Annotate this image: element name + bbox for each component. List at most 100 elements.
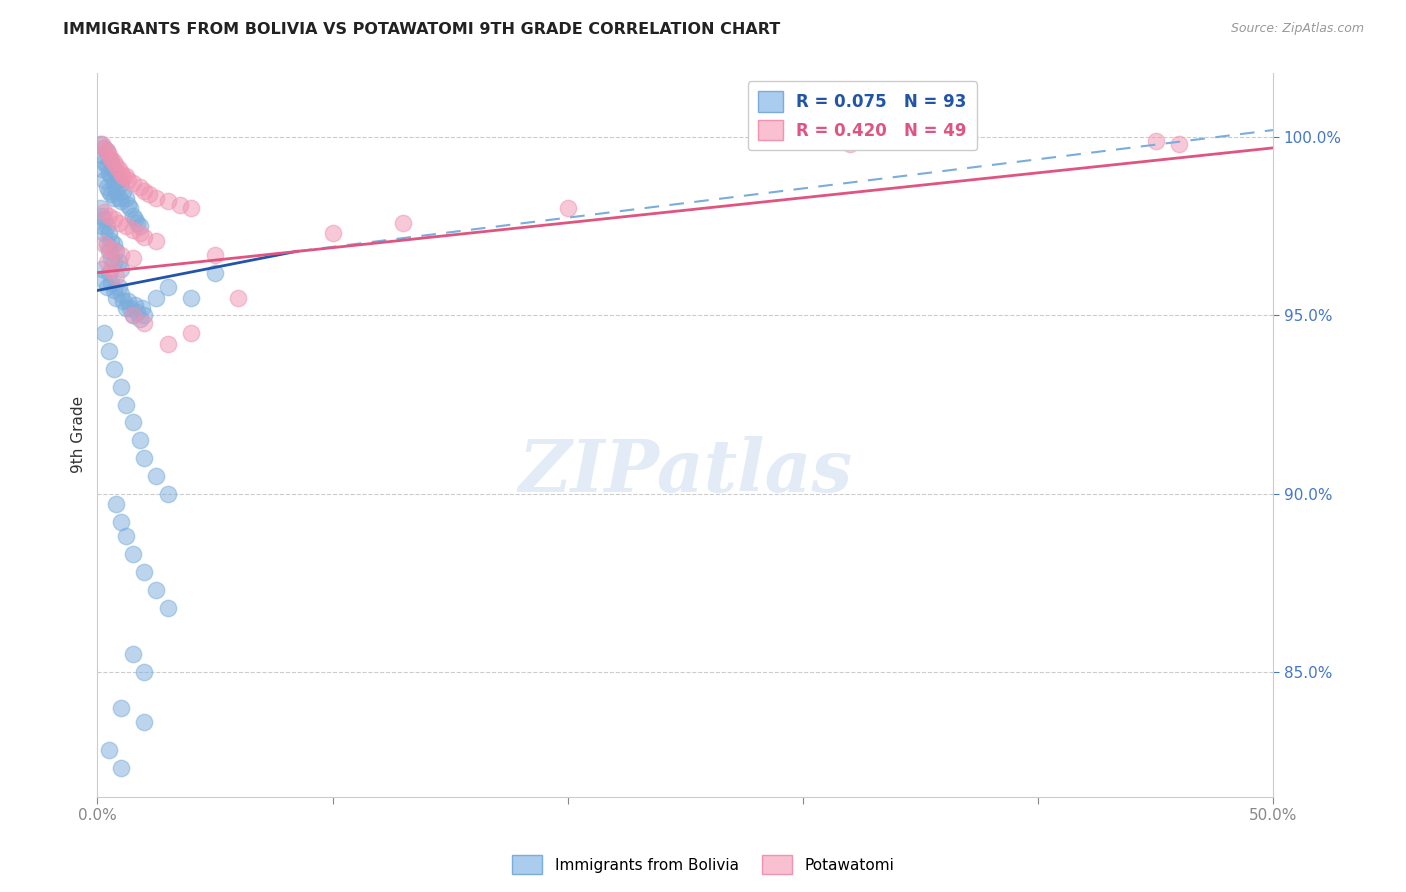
Point [98,166,121,180]
Point [204,266,226,280]
Point [121,309,143,323]
Point [156,337,179,351]
Point [839,137,862,152]
Point [124,212,146,227]
Point [114,398,136,412]
Point [134,309,156,323]
Point [107,255,129,269]
Point [117,198,139,212]
Point [110,287,132,301]
Point [156,486,179,500]
Point [128,227,150,241]
Point [110,700,132,714]
Point [105,184,128,198]
Point [124,298,146,312]
Point [91,209,114,223]
Point [156,600,179,615]
Point [156,280,179,294]
Point [114,219,136,234]
Point [134,665,156,679]
Point [145,234,167,248]
Point [107,191,129,205]
Point [105,159,128,173]
Point [98,266,121,280]
Point [169,198,191,212]
Point [110,761,132,775]
Point [103,155,125,169]
Point [98,184,121,198]
Point [134,714,156,729]
Point [112,294,135,309]
Text: ZIPatlas: ZIPatlas [519,435,852,507]
Point [105,244,128,259]
Point [91,148,114,162]
Point [100,277,122,291]
Point [134,565,156,579]
Point [98,209,121,223]
Point [121,647,143,661]
Point [121,415,143,429]
Point [114,191,136,205]
Point [100,234,122,248]
Point [121,252,143,266]
Point [117,294,139,309]
Point [1168,137,1191,152]
Point [93,141,115,155]
Point [96,219,118,234]
Point [98,148,121,162]
Point [96,180,118,194]
Point [91,219,114,234]
Point [105,497,128,511]
Text: IMMIGRANTS FROM BOLIVIA VS POTAWATOMI 9TH GRADE CORRELATION CHART: IMMIGRANTS FROM BOLIVIA VS POTAWATOMI 9T… [63,22,780,37]
Point [93,205,115,219]
Point [105,269,128,284]
Point [121,223,143,237]
Point [103,362,125,376]
Point [128,180,150,194]
Point [110,166,132,180]
Point [96,145,118,159]
Point [100,155,122,169]
Point [107,280,129,294]
Point [228,291,250,305]
Point [89,137,111,152]
Point [91,262,114,277]
Point [93,273,115,287]
Point [156,194,179,209]
Point [127,216,149,230]
Point [103,255,125,269]
Point [96,145,118,159]
Point [120,301,142,316]
Point [110,515,132,529]
Point [100,152,122,166]
Point [180,291,202,305]
Point [110,380,132,394]
Point [204,248,226,262]
Point [114,301,136,316]
Point [114,529,136,543]
Point [120,202,142,216]
Point [128,219,150,234]
Y-axis label: 9th Grade: 9th Grade [72,396,86,474]
Point [145,191,167,205]
Point [103,177,125,191]
Point [96,237,118,252]
Point [98,244,121,259]
Point [100,169,122,184]
Point [134,230,156,244]
Point [89,202,111,216]
Point [128,312,150,326]
Point [103,162,125,177]
Point [121,177,143,191]
Point [98,344,121,359]
Point [98,152,121,166]
Point [145,291,167,305]
Point [91,162,114,177]
Point [98,241,121,255]
Point [103,284,125,298]
Point [93,155,115,169]
Point [392,216,415,230]
Point [127,305,149,319]
Point [100,262,122,277]
Legend: Immigrants from Bolivia, Potawatomi: Immigrants from Bolivia, Potawatomi [506,849,900,880]
